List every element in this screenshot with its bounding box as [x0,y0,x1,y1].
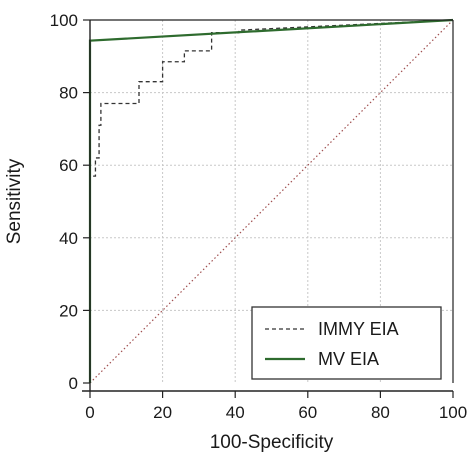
x-tick-label: 20 [153,403,172,422]
x-tick-label: 0 [85,403,94,422]
x-tick-label: 80 [371,403,390,422]
y-axis-title: Sensitivity [4,158,25,244]
reference-diagonal-line [89,19,454,384]
y-tick-label: 40 [59,229,78,248]
legend: IMMY EIA MV EIA [251,306,442,380]
legend-label-immy: IMMY EIA [318,319,399,339]
y-tick-label: 100 [50,11,78,30]
axes [82,19,454,392]
y-tick-label: 0 [69,374,78,393]
x-axis-title: 100-Specificity [210,432,334,453]
x-tick-label: 40 [226,403,245,422]
ticks: 0 20 40 60 80 100 0 20 40 60 80 100 [50,11,468,422]
y-tick-label: 60 [59,156,78,175]
y-tick-label: 20 [59,301,78,320]
x-tick-label: 100 [439,403,467,422]
y-tick-label: 80 [59,84,78,103]
x-tick-label: 60 [298,403,317,422]
legend-box [251,306,442,380]
legend-label-mv: MV EIA [318,349,379,369]
